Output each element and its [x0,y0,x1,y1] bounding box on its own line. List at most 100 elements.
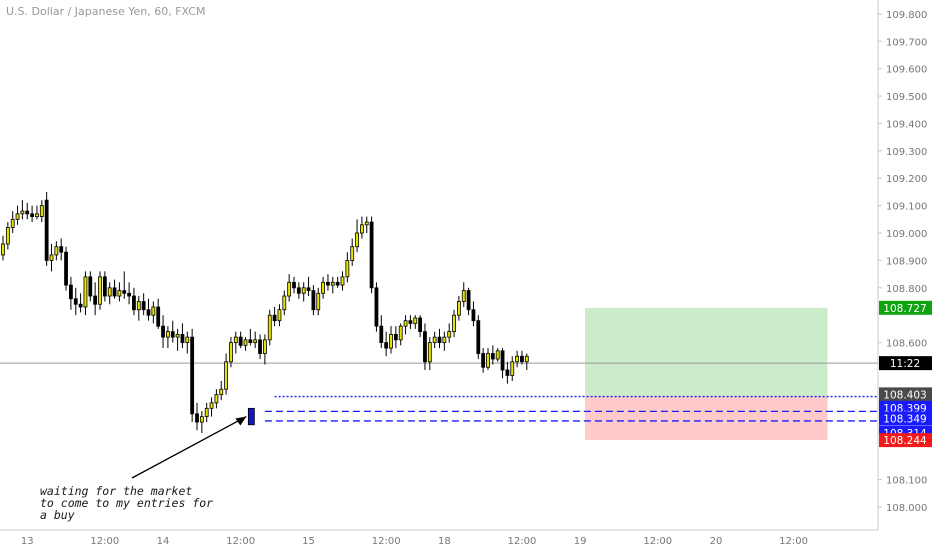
price-label-text: 108.403 [883,389,926,401]
y-tick-label: 109.700 [886,37,927,48]
candle-body [423,331,427,363]
price-label-text: 108.349 [883,413,926,425]
candle-body [515,355,519,363]
candle-body [5,227,10,245]
x-tick-label: 13 [21,536,34,547]
candle-body [190,336,195,415]
candle-body [510,361,515,376]
candle-body [452,314,456,333]
candle-body [340,276,345,286]
candle-body [359,224,364,234]
candle-body [427,342,432,363]
candle-body [156,306,161,327]
candle-body [204,407,209,417]
x-tick-label: 12:00 [643,536,672,547]
candle-body [59,246,64,253]
candle-body [175,333,180,338]
candle-body [20,210,25,215]
price-label-text: 108.244 [883,435,927,447]
annotation-line: a buy [40,508,75,522]
candle-body [476,320,481,354]
candle-body [481,353,486,368]
y-tick-label: 109.600 [886,65,927,76]
candle-body [195,413,199,423]
candle-body [277,309,282,322]
candle-body [132,295,136,311]
candle-body [408,320,413,324]
candle-body [209,402,214,409]
candle-body [369,221,374,289]
candle-body [442,336,447,343]
candle-body [180,333,185,343]
candle-body [238,336,243,346]
candle-body [25,210,30,215]
candle-body [136,301,141,311]
price-label-current-price [879,387,932,402]
y-tick-label: 109.300 [886,147,927,158]
price-label-text: 108.727 [883,303,926,315]
candle-body [229,342,233,363]
candle-body [214,394,219,404]
candle-body [199,416,204,423]
annotation-arrow [131,415,247,479]
candle-body [345,260,350,278]
candle-body [253,339,258,343]
annotation-line: waiting for the market [40,484,193,498]
candle-body [151,306,156,316]
candle-body [456,301,461,316]
x-tick-label: 20 [710,536,723,547]
candle-body [165,331,170,338]
candle-body [243,339,248,346]
candle-body [466,290,471,311]
price-label-text: 11:22 [890,358,920,370]
x-tick-label: 14 [157,536,170,547]
candle-body [267,314,272,341]
candle-body [107,287,112,297]
candle-body [54,246,59,256]
candle-body [335,281,340,286]
candle-body [233,336,238,343]
candle-body [524,355,529,363]
candle-body [471,309,476,322]
candle-body [316,292,321,311]
candle-body [282,295,287,311]
candle-body [170,331,175,338]
candle-body [35,213,39,217]
candle-body [301,287,306,294]
candle-body [78,303,83,308]
candle-body [272,314,277,322]
candle-body [44,199,49,261]
candle-body [379,325,384,343]
candle-body [185,336,190,343]
candle-body [306,287,311,291]
candle-body [389,333,393,349]
price-label-current-time [879,356,932,371]
candle-body [102,276,107,297]
arrow-head-icon [235,416,247,426]
candle-body [447,331,452,338]
x-tick-label: 12:00 [372,536,401,547]
candle-body [30,213,35,217]
y-tick-label: 109.500 [886,92,927,103]
annotation-line: to come to my entries for [40,496,214,510]
candle-body [39,205,44,217]
candle-body [127,292,131,297]
candle-body [413,317,418,324]
profit-zone [585,307,828,397]
y-tick-label: 109.000 [886,229,927,240]
price-label-take-profit [879,300,932,315]
candle-body [146,309,151,316]
candle-body [311,290,316,311]
candle-body [287,281,292,297]
chart-title: U.S. Dollar / Japanese Yen, 60, FXCM [6,5,206,18]
y-tick-label: 109.800 [886,10,927,21]
y-tick-label: 109.100 [886,202,927,213]
candle-body [88,276,93,297]
price-label-entry-2 [879,411,932,426]
price-label-stop-loss [879,433,932,448]
candle-body [321,281,326,294]
candle-body [403,320,408,327]
y-tick-label: 108.100 [886,476,927,487]
